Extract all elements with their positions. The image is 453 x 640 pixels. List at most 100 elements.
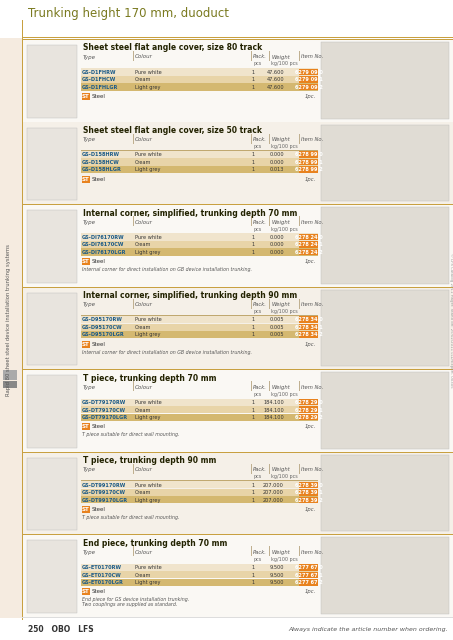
Text: 6278 34 1: 6278 34 1 <box>294 325 323 330</box>
Text: Pure white: Pure white <box>135 152 162 157</box>
Text: T piece, trunking depth 90 mm: T piece, trunking depth 90 mm <box>83 456 217 465</box>
Text: T piece suitable for direct wall mounting.: T piece suitable for direct wall mountin… <box>82 515 179 520</box>
Bar <box>299 414 318 420</box>
Bar <box>299 241 318 248</box>
Bar <box>27 292 77 365</box>
Text: Sheet steel flat angle cover, size 80 track: Sheet steel flat angle cover, size 80 tr… <box>83 44 262 52</box>
Text: 6277 67 1: 6277 67 1 <box>294 573 323 578</box>
Text: 0.005: 0.005 <box>270 325 284 330</box>
Bar <box>299 84 318 90</box>
Bar <box>269 216 270 226</box>
Text: Type: Type <box>83 302 96 307</box>
Text: pcs: pcs <box>253 309 261 314</box>
Text: Always indicate the article number when ordering.: Always indicate the article number when … <box>289 627 448 632</box>
Text: Steel: Steel <box>92 342 106 347</box>
Bar <box>299 249 318 255</box>
Text: Light grey: Light grey <box>135 167 160 172</box>
Text: Type: Type <box>83 550 96 555</box>
Text: 1: 1 <box>251 317 255 323</box>
Text: kg/100 pcs: kg/100 pcs <box>271 309 298 314</box>
Text: Pure white: Pure white <box>135 483 162 488</box>
Bar <box>81 158 318 166</box>
Bar <box>321 455 449 531</box>
Text: Weight: Weight <box>271 467 290 472</box>
Text: 207.000: 207.000 <box>263 490 284 495</box>
Text: 1: 1 <box>251 250 255 255</box>
Text: 0.005: 0.005 <box>270 332 284 337</box>
Bar <box>321 207 449 284</box>
Text: 1: 1 <box>251 483 255 488</box>
Bar <box>299 151 318 158</box>
Bar <box>81 234 318 241</box>
Text: 6278 29 1: 6278 29 1 <box>294 408 323 413</box>
Text: Cream: Cream <box>135 408 151 413</box>
Text: 6278 99 1: 6278 99 1 <box>294 160 323 165</box>
Text: 1pc.: 1pc. <box>305 589 316 595</box>
Text: Item No.: Item No. <box>301 220 323 225</box>
Text: Pack.: Pack. <box>253 550 267 555</box>
Text: 0.000: 0.000 <box>270 235 284 240</box>
Text: Sheet steel flat angle cover, size 50 track: Sheet steel flat angle cover, size 50 tr… <box>83 126 262 135</box>
Bar <box>27 458 77 531</box>
Text: 1: 1 <box>251 490 255 495</box>
Text: 0.013: 0.013 <box>270 167 284 172</box>
Bar <box>27 375 77 448</box>
Text: 6278 39 0: 6278 39 0 <box>294 483 323 488</box>
Bar <box>133 216 134 226</box>
Text: Pack.: Pack. <box>253 137 267 142</box>
Bar <box>299 159 318 165</box>
Text: © LFS Catalog 2011 Hager. Stand on: 25/02/2011 LLD/Export. 00305: © LFS Catalog 2011 Hager. Stand on: 25/0… <box>449 253 453 387</box>
Text: GS-DI76170CW: GS-DI76170CW <box>82 243 125 248</box>
Bar <box>27 210 77 283</box>
Bar <box>0 618 453 640</box>
Bar <box>23 452 453 534</box>
Bar <box>81 406 318 413</box>
Text: 9.500: 9.500 <box>270 573 284 578</box>
Bar <box>22 20 23 620</box>
Bar <box>133 299 134 308</box>
Text: Two couplings are supplied as standard.: Two couplings are supplied as standard. <box>82 602 178 607</box>
Text: Item No.: Item No. <box>301 385 323 390</box>
Text: 184.100: 184.100 <box>263 408 284 413</box>
Bar <box>23 369 453 452</box>
Text: Internal corner, simplified, trunking depth 90 mm: Internal corner, simplified, trunking de… <box>83 291 297 300</box>
Bar <box>81 166 318 173</box>
Text: 1: 1 <box>251 152 255 157</box>
Bar <box>81 248 318 255</box>
Text: GS-D158HCW: GS-D158HCW <box>82 160 120 165</box>
Text: Colour: Colour <box>135 385 153 390</box>
Text: Light grey: Light grey <box>135 332 160 337</box>
Text: GS-DI76170LGR: GS-DI76170LGR <box>82 250 126 255</box>
Text: kg/100 pcs: kg/100 pcs <box>271 144 298 149</box>
Text: 1pc.: 1pc. <box>305 259 316 264</box>
Text: Steel: Steel <box>92 259 106 264</box>
Bar <box>299 324 318 330</box>
Text: Colour: Colour <box>135 137 153 142</box>
Text: 1: 1 <box>251 160 255 165</box>
Text: 1: 1 <box>251 332 255 337</box>
Text: 0.000: 0.000 <box>270 250 284 255</box>
Text: 6279 09 2: 6279 09 2 <box>294 84 323 90</box>
Text: Pack.: Pack. <box>253 220 267 225</box>
Bar <box>27 45 77 118</box>
Text: Light grey: Light grey <box>135 498 160 502</box>
Text: Internal corner, simplified, trunking depth 70 mm: Internal corner, simplified, trunking de… <box>83 209 297 218</box>
Text: T piece, trunking depth 70 mm: T piece, trunking depth 70 mm <box>83 374 217 383</box>
Text: Item No.: Item No. <box>301 550 323 555</box>
Text: 250   OBO   LFS: 250 OBO LFS <box>28 625 94 634</box>
Text: 0.000: 0.000 <box>270 160 284 165</box>
Text: Item No.: Item No. <box>301 467 323 472</box>
Text: 1: 1 <box>251 84 255 90</box>
Text: Light grey: Light grey <box>135 580 160 585</box>
Text: kg/100 pcs: kg/100 pcs <box>271 474 298 479</box>
Text: GS-D1FHCW: GS-D1FHCW <box>82 77 116 83</box>
Text: 1pc.: 1pc. <box>305 177 316 182</box>
Text: Colour: Colour <box>135 550 153 555</box>
Text: 1: 1 <box>251 415 255 420</box>
Text: GS-DT99170CW: GS-DT99170CW <box>82 490 126 495</box>
Text: 1: 1 <box>251 243 255 248</box>
Bar <box>23 122 453 204</box>
Text: 207.000: 207.000 <box>263 483 284 488</box>
Bar <box>23 39 453 40</box>
Bar <box>82 340 90 348</box>
